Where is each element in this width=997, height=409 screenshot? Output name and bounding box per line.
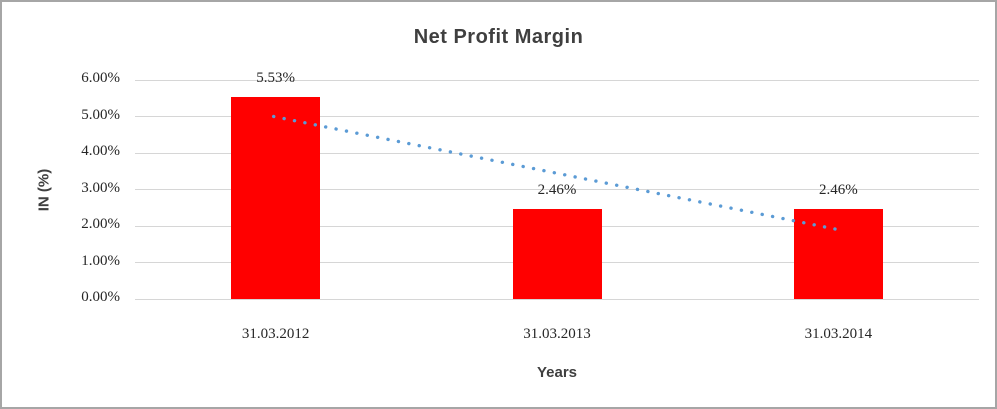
y-tick-label: 5.00% — [81, 106, 120, 123]
data-label: 2.46% — [818, 182, 858, 199]
x-tick-label: 31.03.2013 — [523, 326, 591, 342]
x-axis-title: Years — [536, 364, 578, 381]
y-tick-label: 0.00% — [81, 289, 120, 305]
x-tick-label: 31.03.2012 — [241, 326, 310, 342]
y-tick-label: 4.00% — [81, 143, 120, 159]
y-tick-label: 2.00% — [81, 216, 120, 232]
y-tick-label: 1.00% — [81, 252, 120, 269]
data-label: 2.46% — [537, 182, 577, 199]
x-tick-label: 31.03.2014 — [804, 326, 873, 342]
gridline — [135, 79, 979, 81]
data-label: 5.53% — [256, 70, 296, 87]
chart-title: Net Profit Margin — [413, 26, 584, 48]
bar-31-03-2012 — [231, 97, 321, 299]
gridline — [135, 298, 979, 300]
y-tick-label: 6.00% — [81, 70, 120, 86]
y-tick-label: 3.00% — [81, 179, 120, 196]
bar-31-03-2013 — [512, 209, 602, 299]
bar-31-03-2014 — [793, 209, 883, 299]
